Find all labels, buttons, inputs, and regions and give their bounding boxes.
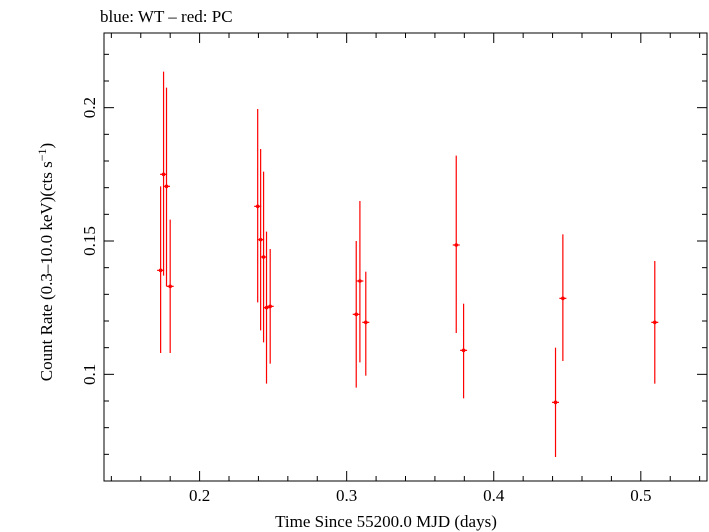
- data-point: [266, 249, 274, 364]
- x-tick-labels: 0.2 0.3 0.4 0.5: [189, 486, 651, 505]
- data-point: [257, 149, 265, 331]
- point-marker: [354, 312, 359, 317]
- data-point: [362, 271, 370, 376]
- point-marker: [168, 284, 172, 289]
- point-marker: [461, 348, 466, 353]
- x-axis-label: Time Since 55200.0 MJD (days): [275, 512, 497, 531]
- data-point: [352, 241, 360, 388]
- y-axis-label-close: ): [37, 143, 56, 149]
- y-axis-label: Count Rate (0.3–10.0 keV)(cts s−1): [35, 143, 56, 381]
- x-tick-label: 0.5: [630, 486, 651, 505]
- point-marker: [454, 243, 459, 247]
- point-marker: [258, 237, 263, 242]
- point-marker: [255, 204, 260, 209]
- x-tick-label: 0.3: [336, 486, 357, 505]
- point-marker: [161, 172, 166, 177]
- data-point: [452, 155, 460, 333]
- point-marker: [652, 320, 657, 325]
- point-marker: [158, 268, 163, 273]
- plot-frame: [103, 32, 708, 482]
- y-tick-label: 0.1: [80, 364, 99, 385]
- y-tick-label: 0.15: [80, 226, 99, 256]
- data-point: [651, 261, 659, 384]
- point-marker: [358, 279, 362, 283]
- data-point: [460, 303, 468, 399]
- point-marker: [363, 320, 368, 325]
- point-marker: [553, 400, 558, 405]
- point-marker: [561, 296, 565, 301]
- data-point: [157, 186, 165, 353]
- data-point: [552, 347, 560, 457]
- axis-ticks: [104, 33, 707, 481]
- data-points: [157, 71, 659, 457]
- x-tick-label: 0.4: [483, 486, 505, 505]
- point-marker: [164, 184, 169, 189]
- y-axis-label-main: Count Rate (0.3–10.0 keV)(cts s: [37, 161, 56, 381]
- chart-title: blue: WT – red: PC: [100, 7, 233, 26]
- data-point: [254, 109, 262, 303]
- point-marker: [261, 255, 266, 259]
- y-axis-label-exponent: −1: [35, 148, 49, 161]
- data-point: [160, 71, 168, 276]
- y-tick-label: 0.2: [80, 97, 99, 118]
- y-tick-labels: 0.1 0.15 0.2: [80, 97, 99, 385]
- data-point: [166, 219, 174, 353]
- data-point: [559, 234, 567, 361]
- point-marker: [268, 304, 272, 309]
- data-point: [356, 201, 364, 363]
- data-point: [260, 171, 268, 343]
- data-point: [163, 87, 171, 287]
- x-tick-label: 0.2: [189, 486, 210, 505]
